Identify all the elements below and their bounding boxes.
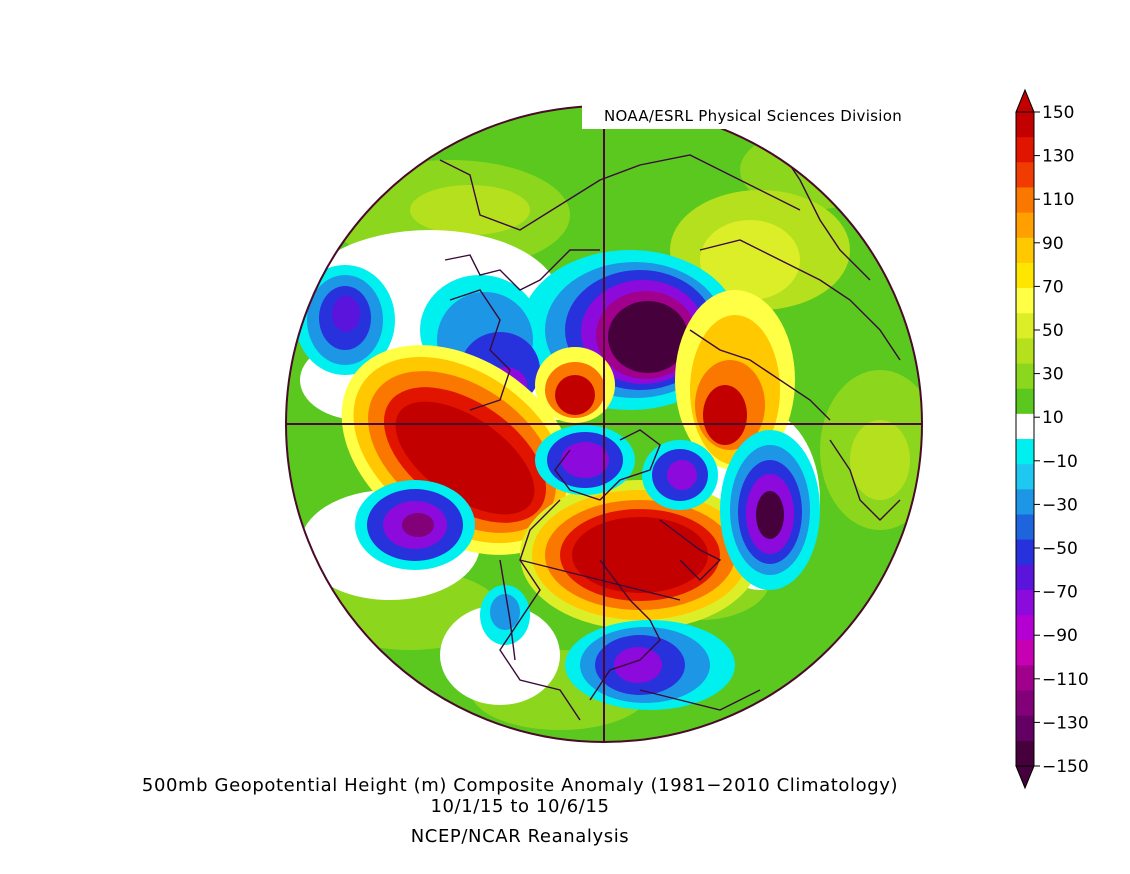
anomaly-negative-hudson-bay [535, 425, 635, 495]
colorbar-segment [1016, 313, 1034, 339]
colorbar-label: −10 [1042, 452, 1078, 472]
colorbar-outline [1015, 111, 1035, 767]
colorbar-segment [1016, 363, 1034, 390]
colorbar-segment [1016, 288, 1034, 314]
colorbar-segment [1016, 187, 1034, 214]
data-source: NCEP/NCAR Reanalysis [410, 826, 630, 847]
colorbar-segment [1016, 665, 1034, 692]
colorbar-segment [1016, 237, 1034, 264]
colorbar-segment [1016, 112, 1034, 138]
anomaly-negative-east-atlantic [720, 430, 820, 590]
colorbar-segment [1016, 514, 1034, 541]
colorbar-segment [1016, 137, 1034, 163]
colorbar: 150 130 110 90 70 50 30 10 −10 −30 −50 −70 −90 −110 −1… [1015, 88, 1089, 790]
colorbar-label: 110 [1042, 190, 1074, 210]
colorbar-segment [1016, 740, 1034, 767]
colorbar-label: −90 [1042, 626, 1078, 646]
anomaly-negative-greenland [642, 440, 718, 510]
colorbar-label: −130 [1042, 713, 1089, 733]
colorbar-segment [1016, 439, 1034, 465]
anomaly-negative-east-pacific [480, 585, 530, 645]
colorbar-label: −30 [1042, 495, 1078, 515]
anomaly-positive-north-america [520, 480, 760, 630]
colorbar-segment [1016, 338, 1034, 365]
colorbar-segment [1016, 640, 1034, 666]
colorbar-label: 30 [1042, 365, 1064, 385]
colorbar-label: 10 [1042, 408, 1064, 428]
colorbar-label: 50 [1042, 321, 1064, 341]
colorbar-label: 130 [1042, 147, 1074, 167]
colorbar-segment [1016, 589, 1034, 616]
anomaly-negative-north-pacific [355, 480, 475, 570]
coastlines [439, 149, 901, 721]
map-disc [286, 106, 922, 742]
colorbar-segment [1016, 413, 1034, 440]
colorbar-label: −50 [1042, 539, 1078, 559]
anomaly-negative-west-pacific [295, 265, 395, 375]
colorbar-label: −70 [1042, 583, 1078, 603]
colorbar-segment [1016, 690, 1034, 717]
colorbar-segment [1016, 388, 1034, 415]
colorbar-label: 150 [1042, 103, 1074, 123]
colorbar-segment [1016, 715, 1034, 742]
anomaly-positive-laptev [535, 347, 615, 423]
colorbar-segment [1016, 539, 1034, 566]
anomaly-negative-southeast-us [565, 620, 735, 710]
colorbar-label: 90 [1042, 234, 1064, 254]
colorbar-segment [1016, 162, 1034, 188]
colorbar-segment [1016, 489, 1034, 515]
colorbar-segment [1016, 464, 1034, 490]
colorbar-arrow-max [1015, 88, 1035, 113]
colorbar-segment [1016, 262, 1034, 289]
colorbar-segment [1016, 212, 1034, 239]
credit-label: NOAA/ESRL Physical Sciences Division [582, 103, 920, 129]
colorbar-label: −110 [1042, 670, 1089, 690]
colorbar-label: 70 [1042, 277, 1064, 297]
colorbar-segment [1016, 564, 1034, 591]
colorbar-label: −150 [1042, 757, 1089, 777]
colorbar-segment [1016, 615, 1034, 641]
figure-title: 500mb Geopotential Height (m) Composite … [141, 775, 899, 796]
date-range: 10/1/15 to 10/6/15 [430, 796, 610, 817]
